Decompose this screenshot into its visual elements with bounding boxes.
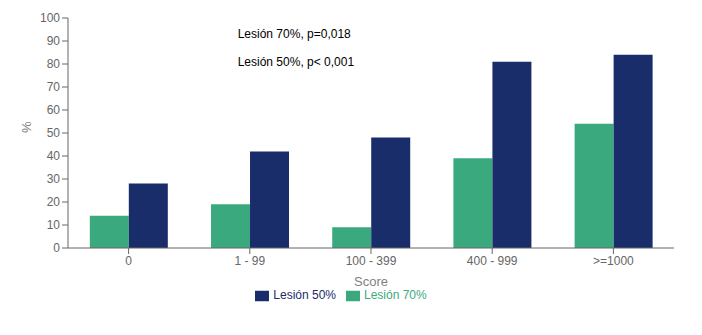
svg-text:30: 30 (47, 172, 61, 186)
html-text:Lesión 50%, p< 0,001: Lesión 50%, p< 0,001 (237, 54, 355, 69)
svg-text:60: 60 (47, 103, 61, 117)
svg-text:400 - 999: 400 - 999 (467, 254, 518, 268)
svg-text:0: 0 (53, 241, 60, 255)
svg-text:100: 100 (40, 11, 60, 25)
html-text:Lesión 50%: Lesión 50% (273, 288, 336, 302)
svg-text:Score: Score (354, 274, 388, 289)
svg-text:100 - 399: 100 - 399 (346, 254, 397, 268)
svg-text:>=1000: >=1000 (593, 254, 634, 268)
svg-text:80: 80 (47, 57, 61, 71)
svg-text:40: 40 (47, 149, 61, 163)
svg-text:70: 70 (47, 80, 61, 94)
svg-text:10: 10 (47, 218, 61, 232)
svg-text:50: 50 (47, 126, 61, 140)
html-text:Lesión 70%, p=0,018: Lesión 70%, p=0,018 (237, 27, 351, 42)
svg-text:90: 90 (47, 34, 61, 48)
svg-text:20: 20 (47, 195, 61, 209)
svg-text:0: 0 (125, 254, 132, 268)
svg-text:1 - 99: 1 - 99 (234, 254, 265, 268)
html-text:Lesión 70%: Lesión 70% (364, 288, 427, 302)
svg-text:%: % (19, 121, 34, 133)
